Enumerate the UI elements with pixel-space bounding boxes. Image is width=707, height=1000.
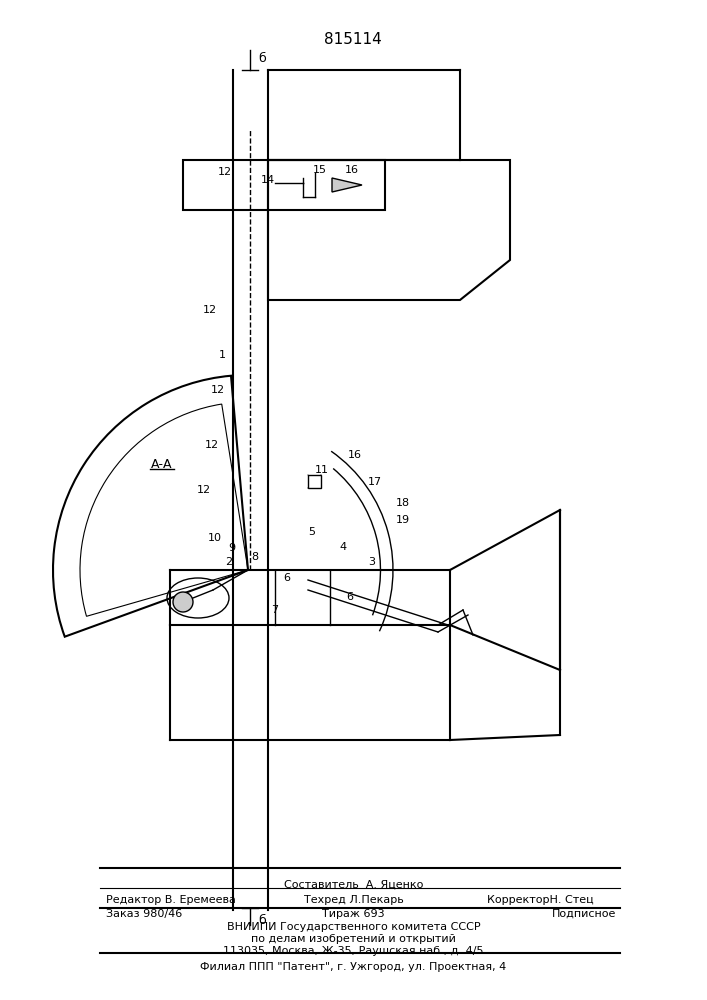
Text: 12: 12 — [203, 305, 217, 315]
Text: 16: 16 — [345, 165, 359, 175]
Text: 815114: 815114 — [324, 32, 382, 47]
Text: А-А: А-А — [151, 458, 173, 472]
Text: 6: 6 — [284, 573, 291, 583]
Circle shape — [173, 592, 193, 612]
Text: 4: 4 — [339, 542, 346, 552]
Polygon shape — [332, 178, 362, 192]
Text: 12: 12 — [211, 385, 225, 395]
Text: 15: 15 — [313, 165, 327, 175]
Text: 1: 1 — [218, 350, 226, 360]
Text: 6: 6 — [346, 592, 354, 602]
Text: Филиал ППП "Патент", г. Ужгород, ул. Проектная, 4: Филиал ППП "Патент", г. Ужгород, ул. Про… — [200, 962, 507, 972]
Text: 113035, Москва, Ж-35, Раушская наб., д. 4/5: 113035, Москва, Ж-35, Раушская наб., д. … — [223, 946, 484, 956]
Text: 14: 14 — [261, 175, 275, 185]
Text: 19: 19 — [396, 515, 410, 525]
Polygon shape — [308, 475, 321, 488]
Text: 11: 11 — [315, 465, 329, 475]
Text: по делам изобретений и открытий: по делам изобретений и открытий — [251, 934, 456, 944]
Text: 5: 5 — [308, 527, 315, 537]
Text: 16: 16 — [348, 450, 362, 460]
Text: 8: 8 — [252, 552, 259, 562]
Text: 18: 18 — [396, 498, 410, 508]
Text: 2: 2 — [225, 557, 232, 567]
Text: Подписное: Подписное — [551, 909, 616, 919]
Text: Техред Л.Пекарь: Техред Л.Пекарь — [303, 895, 404, 905]
Text: КорректорН. Стец: КорректорН. Стец — [487, 895, 594, 905]
Text: б: б — [258, 914, 266, 926]
Text: б: б — [258, 51, 266, 64]
Text: Заказ 980/46: Заказ 980/46 — [106, 909, 182, 919]
Text: 9: 9 — [228, 543, 235, 553]
Text: Составитель  А. Яценко: Составитель А. Яценко — [284, 880, 423, 890]
Text: 12: 12 — [218, 167, 232, 177]
Text: 3: 3 — [368, 557, 375, 567]
Text: Редактор В. Еремеева: Редактор В. Еремеева — [106, 895, 236, 905]
Text: 7: 7 — [271, 605, 279, 615]
Text: 10: 10 — [208, 533, 222, 543]
Text: 12: 12 — [197, 485, 211, 495]
Text: 17: 17 — [368, 477, 382, 487]
Text: ВНИИПИ Государственного комитета СССР: ВНИИПИ Государственного комитета СССР — [227, 922, 480, 932]
Text: Тираж 693: Тираж 693 — [322, 909, 385, 919]
Text: 12: 12 — [205, 440, 219, 450]
